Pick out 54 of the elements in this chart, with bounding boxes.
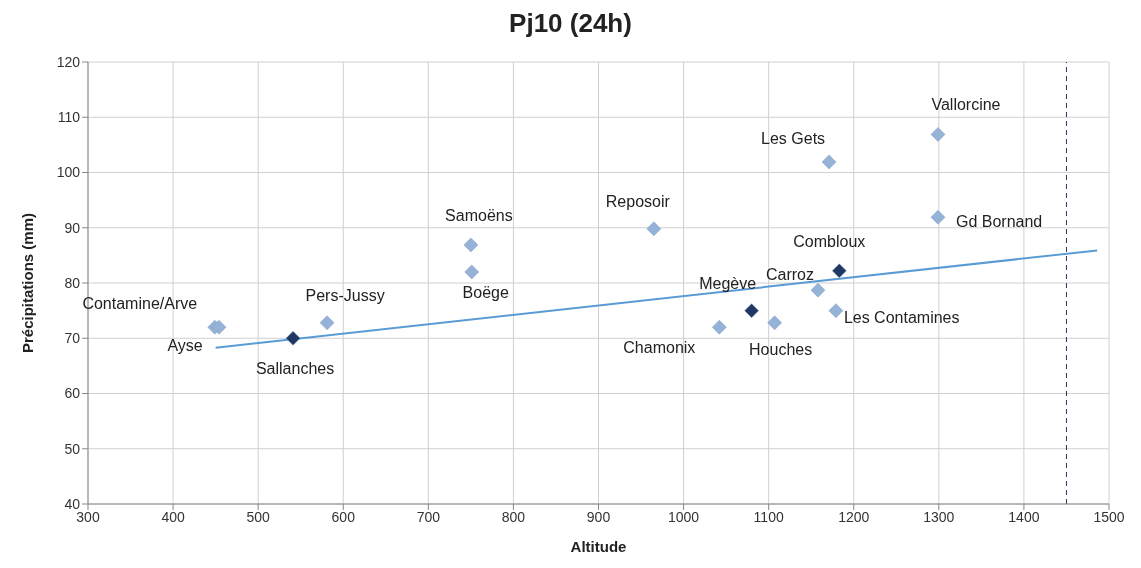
x-tick-label: 700 [416,508,441,525]
annotation: Contamine/Arve [82,295,198,313]
annotation: Reposoir [605,192,671,210]
annotation: Sallanches [255,360,335,378]
point [744,303,759,318]
point [211,319,227,335]
annotation: Ayse [167,337,203,355]
annotation: Les Gets [761,130,826,147]
annotation: Houches [749,340,813,358]
annotation: Combloux [793,232,866,250]
y-tick-label: 50 [64,440,81,457]
annotation: Vallorcine [931,96,1001,114]
point [767,315,782,331]
x-tick-label: 1400 [1008,508,1040,525]
y-tick-label: 80 [64,274,81,291]
point [930,210,946,225]
chart-title: Pj10 (24h) [508,8,633,40]
x-tick-label: 500 [246,508,271,525]
y-tick-label: 70 [64,330,81,347]
point [930,127,946,142]
y-tick-label: 110 [57,109,81,126]
annotation: Megève [699,274,757,292]
x-axis-title: Altitude [570,538,627,555]
x-tick-label: 1300 [923,508,955,525]
y-tick-label: 90 [64,219,81,236]
annotation: Carroz [766,266,815,284]
point [810,282,826,298]
point [285,331,301,346]
point [712,319,727,335]
annotation: Chamonix [623,339,696,357]
annotation: Boëge [462,283,509,301]
x-tick-label: 1500 [1093,508,1125,525]
annotation: Les Contamines [843,308,960,326]
annotation: Gd Bornand [955,213,1043,231]
point [463,237,479,253]
y-tick-label: 100 [56,164,81,181]
x-tick-label: 600 [331,508,356,525]
y-axis-title: Précipitations (mm) [19,212,37,353]
point [828,303,844,318]
point [646,221,662,237]
x-tick-label: 1000 [668,508,700,525]
x-tick-label: 1100 [753,508,784,525]
y-tick-label: 120 [56,53,81,70]
point [832,263,847,279]
annotation: Samoëns [445,206,513,224]
x-tick-label: 800 [501,508,526,525]
annotation: Pers-Jussy [305,286,385,304]
point [821,154,837,170]
y-tick-label: 60 [64,385,81,402]
point [319,315,335,331]
x-tick-label: 400 [161,508,185,525]
x-tick-label: 1200 [838,508,870,525]
x-tick-label: 900 [586,508,611,525]
point [464,264,479,280]
